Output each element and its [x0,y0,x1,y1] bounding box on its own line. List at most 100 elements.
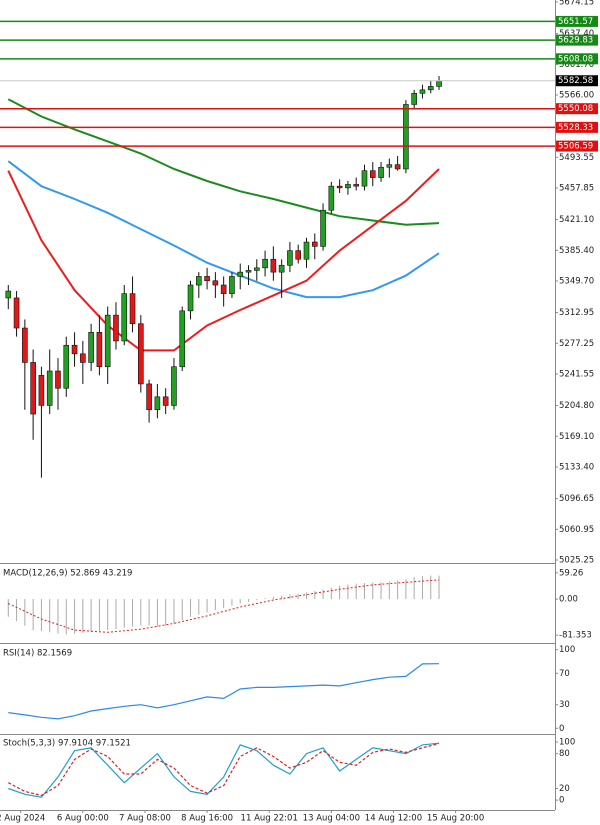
candle-body [204,276,210,282]
candle-body [121,293,128,342]
y-tick-label: 5277.25 [559,339,594,349]
x-tick-label: 11 Aug 22:01 [241,814,298,824]
last-price-label: 5582.58 [558,76,593,86]
candle-body [287,250,293,266]
y-tick-label: 5637.40 [559,29,594,39]
candle-body [295,250,302,260]
indicator-line [8,579,440,633]
y-tick-label: 5566.00 [559,91,594,101]
candle-body [245,270,252,273]
candle-body [63,344,70,389]
x-tick-label: 13 Aug 04:00 [303,814,360,824]
candle-body [369,170,376,178]
level-label: 5608.08 [558,54,593,64]
candle-body [311,241,318,247]
y-tick-label: 0 [559,724,564,734]
y-tick-label: 5204.80 [559,401,594,411]
y-tick-label: 5601.70 [559,60,594,70]
candle-body [38,375,45,406]
candle-body [55,370,61,389]
candle-body [345,184,351,189]
y-tick-label: 5421.10 [559,215,594,225]
candle-body [361,170,368,187]
indicator-line [8,742,440,798]
indicator-line [8,743,440,797]
candle-body [278,264,285,273]
y-tick-label: 5096.65 [559,494,594,504]
y-tick-label: -81.353 [559,631,592,641]
y-tick-label: 70 [559,669,570,679]
y-tick-label: 5060.95 [559,525,594,535]
y-tick-label: 30 [559,700,570,710]
candle-body [411,92,417,105]
y-tick-label: 5312.95 [559,308,594,318]
indicator-line [7,98,440,226]
x-tick-label: 8 Aug 16:00 [181,814,233,824]
y-tick-label: 5349.70 [559,277,594,287]
y-tick-label: 20 [559,784,570,794]
candle-body [253,267,260,271]
candle-body [303,241,310,260]
candle-body [104,314,111,368]
candle-body [196,276,202,286]
candle-body [378,166,384,178]
frame [0,0,556,811]
candle-body [320,209,326,247]
candle-body [328,185,335,211]
y-tick-label: 5493.55 [559,153,594,163]
candle-body [386,164,393,168]
y-tick-label: 5385.40 [559,246,594,256]
panel-title: MACD(12,26,9) 52.869 43.219 [3,569,132,579]
y-tick-label: 100 [559,645,575,655]
level-label: 5651.57 [558,17,593,27]
y-tick-label: 5457.85 [559,184,594,194]
candle-body [436,80,442,87]
candle-body [212,280,219,286]
candle-body [220,284,227,294]
candle-body [80,353,86,363]
level-box [556,140,598,152]
level-label: 5528.33 [558,123,593,133]
y-tick-label: 100 [559,737,575,747]
panel-title: Stoch(5,3,3) 97.9104 97.1521 [3,739,131,749]
indicator-line [8,663,440,720]
level-label: 5550.08 [558,104,593,114]
candle-body [229,276,235,294]
candle-body [138,323,144,385]
level-box [556,15,598,27]
y-tick-label: 0.00 [559,595,578,605]
candle-body [179,310,186,368]
y-tick-label: 5025.25 [559,556,594,566]
x-tick-label: 2 Aug 2024 [0,814,45,824]
level-box [556,121,598,133]
y-tick-label: 5169.10 [559,432,594,442]
y-tick-label: 5241.55 [559,370,594,380]
candle-body [171,366,177,406]
y-tick-label: 5133.40 [559,463,594,473]
indicator-line [7,168,440,352]
last-price-box [556,75,598,87]
level-label: 5506.59 [558,142,593,152]
candle-body [5,290,12,299]
level-box [556,34,598,46]
candle-body [113,314,119,342]
y-tick-label: 80 [559,749,570,759]
level-box [556,53,598,65]
level-label: 5629.83 [558,36,593,46]
candle-body [162,396,169,406]
y-tick-label: 0 [559,796,564,806]
candle-body [394,164,401,170]
candle-body [353,184,359,187]
candle-body [88,332,94,363]
candle-body [71,344,78,355]
x-tick-label: 15 Aug 20:00 [427,814,484,824]
x-tick-label: 6 Aug 00:00 [57,814,109,824]
candle-body [237,271,244,277]
indicator-line [7,160,440,299]
level-box [556,103,598,115]
y-tick-label: 5674.15 [559,0,594,8]
candle-body [22,327,28,363]
candle-body [262,258,268,269]
